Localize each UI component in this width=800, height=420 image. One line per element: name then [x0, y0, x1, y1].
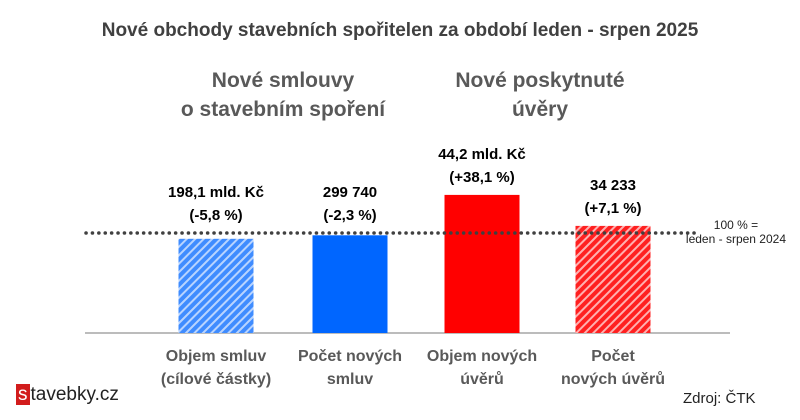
logo-mark: s [16, 384, 30, 405]
data-label-line: (-2,3 %) [323, 207, 377, 224]
reference-label-line: 100 % = [713, 218, 759, 232]
category-label: Objem nových úvěrů [392, 345, 572, 391]
data-label-line: (-5,8 %) [189, 207, 243, 224]
group-label-line: úvěry [511, 98, 569, 121]
data-label: 198,1 mld. Kč (-5,8 %) [126, 181, 306, 227]
data-label: 44,2 mld. Kč (+38,1 %) [392, 143, 572, 189]
bar [178, 238, 254, 333]
category-label: Počet nových úvěrů [523, 345, 703, 391]
category-label-line: Počet nových [297, 348, 403, 365]
bar [312, 235, 388, 333]
bar [575, 225, 651, 333]
category-label-line: úvěrů [460, 371, 504, 388]
data-label-line: 299 740 [322, 184, 378, 201]
data-label-line: (+7,1 %) [584, 199, 642, 217]
data-label-line: 34 233 [590, 176, 636, 194]
category-label-line: Objem nových [426, 348, 538, 365]
logo-text: tavebky.cz [30, 384, 119, 405]
stavebky-logo: s tavebky.cz [16, 384, 119, 406]
group-label-line: Nové smlouvy [211, 69, 355, 92]
group-label-loans: Nové poskytnuté úvěry [420, 66, 660, 124]
bar [444, 194, 520, 333]
reference-line-label: 100 % = leden - srpen 2024 [686, 218, 786, 246]
data-label-line: 198,1 mld. Kč [168, 184, 264, 201]
data-label-line: (+38,1 %) [449, 168, 515, 186]
category-label-line: Počet [591, 348, 635, 365]
category-label-line: smluv [326, 371, 374, 388]
source-note: Zdroj: ČTK [683, 390, 756, 407]
category-label-line: nových úvěrů [560, 371, 666, 388]
chart-title: Nové obchody stavebních spořitelen za ob… [101, 20, 699, 41]
category-label: Objem smluv (cílové částky) [126, 345, 306, 391]
data-label-line: 44,2 mld. Kč [438, 145, 526, 163]
category-label: Počet nových smluv [260, 345, 440, 391]
data-label: 299 740 (-2,3 %) [260, 181, 440, 227]
reference-label-line: leden - srpen 2024 [685, 232, 786, 246]
category-label-line: (cílové částky) [160, 371, 272, 388]
group-label-contracts: Nové smlouvy o stavebním spoření [163, 66, 403, 124]
group-label-line: Nové poskytnuté [455, 69, 625, 92]
data-label: 34 233 (+7,1 %) [523, 174, 703, 220]
category-label-line: Objem smluv [165, 348, 267, 365]
group-label-line: o stavebním spoření [180, 98, 386, 121]
